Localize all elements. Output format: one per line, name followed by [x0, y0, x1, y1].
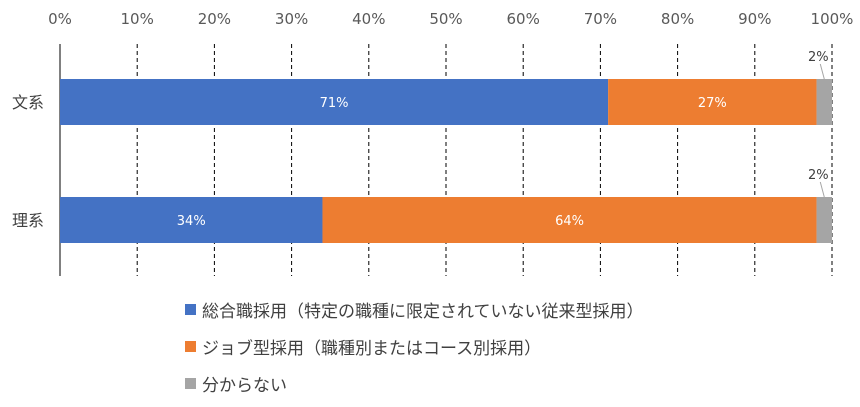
bar-segment — [60, 79, 609, 125]
x-tick-label: 90% — [738, 10, 771, 28]
x-tick-label: 70% — [584, 10, 617, 28]
x-tick-label: 80% — [661, 10, 694, 28]
legend-item-sogoshoku: 総合職採用（特定の職種に限定されていない従来型採用） — [185, 296, 644, 322]
bar-segment — [816, 79, 832, 125]
data-label: 64% — [555, 214, 584, 229]
x-tick-label: 50% — [429, 10, 462, 28]
x-tick-label: 60% — [507, 10, 540, 28]
legend-label: 総合職採用（特定の職種に限定されていない従来型採用） — [202, 301, 644, 322]
bar-segment — [322, 197, 817, 243]
x-tick-label: 20% — [198, 10, 231, 28]
data-label: 34% — [177, 214, 206, 229]
bar-segment — [60, 197, 323, 243]
legend-item-unknown: 分からない — [185, 370, 644, 396]
data-label: 27% — [698, 96, 727, 111]
data-label: 2% — [808, 50, 829, 65]
x-tick-label: 0% — [48, 10, 72, 28]
data-label-leader — [819, 181, 825, 198]
x-tick-label: 30% — [275, 10, 308, 28]
data-label: 71% — [320, 96, 349, 111]
x-tick-label: 100% — [811, 10, 854, 28]
legend: 総合職採用（特定の職種に限定されていない従来型採用） ジョブ型採用（職種別または… — [185, 296, 644, 407]
x-tick-label: 10% — [121, 10, 154, 28]
bar-segment — [816, 197, 832, 243]
legend-swatch — [185, 303, 196, 315]
data-label: 2% — [808, 168, 829, 183]
data-label-leader — [819, 63, 825, 80]
legend-swatch — [185, 340, 196, 352]
bar-segment — [608, 79, 817, 125]
legend-item-job-type: ジョブ型採用（職種別またはコース別採用） — [185, 333, 644, 359]
category-label: 理系 — [12, 211, 44, 230]
legend-label: 分からない — [202, 375, 287, 396]
legend-swatch — [185, 377, 196, 389]
legend-label: ジョブ型採用（職種別またはコース別採用） — [202, 338, 542, 359]
category-label: 文系 — [12, 93, 44, 112]
x-tick-label: 40% — [352, 10, 385, 28]
